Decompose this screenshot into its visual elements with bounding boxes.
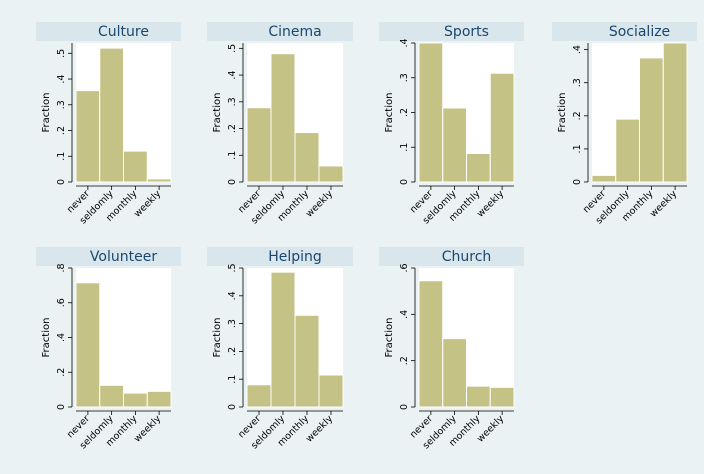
y-tick-label: .1 <box>56 152 67 161</box>
bar-never <box>75 90 101 183</box>
y-tick-label: .2 <box>56 368 67 377</box>
panel-title-strip <box>379 247 524 266</box>
panel-title-strip <box>379 22 524 41</box>
y-axis-label: Fraction <box>384 318 395 358</box>
bar-seldomly <box>99 47 124 183</box>
y-tick-label: .2 <box>227 347 238 356</box>
y-tick-label: .1 <box>572 144 583 153</box>
bar-monthly <box>639 57 664 183</box>
y-axis-label: Fraction <box>212 93 223 133</box>
panel-title: Sports <box>444 24 489 40</box>
y-tick-label: .8 <box>56 263 67 272</box>
y-tick-label: .4 <box>56 333 67 342</box>
bar-monthly <box>123 392 148 408</box>
bar-never <box>418 280 444 408</box>
bar-monthly <box>294 314 320 408</box>
bar-never <box>75 282 101 408</box>
bar-monthly <box>123 150 148 183</box>
panel-title: Cinema <box>268 24 321 40</box>
panel-title-strip <box>36 22 181 41</box>
y-tick-label: .2 <box>572 111 583 120</box>
y-tick-label: .4 <box>227 291 238 300</box>
bar-never <box>246 384 272 408</box>
y-tick-label: .3 <box>572 78 583 87</box>
bar-weekly <box>318 374 344 408</box>
y-tick-label: 0 <box>572 179 583 185</box>
y-tick-label: .1 <box>399 143 410 152</box>
y-tick-label: .5 <box>227 263 238 272</box>
panel-title-strip <box>36 247 181 266</box>
y-tick-label: .2 <box>399 356 410 365</box>
bar-monthly <box>466 153 491 183</box>
y-axis-label: Fraction <box>384 93 395 133</box>
y-tick-label: .6 <box>399 263 410 272</box>
bar-weekly <box>662 42 688 183</box>
y-axis-label: Fraction <box>41 318 52 358</box>
bar-seldomly <box>615 118 640 183</box>
y-tick-label: 0 <box>399 179 410 185</box>
panel-title: Socialize <box>609 24 670 40</box>
bar-seldomly <box>270 53 296 183</box>
bar-seldomly <box>442 338 467 408</box>
y-tick-label: .1 <box>227 151 238 160</box>
y-tick-label: .5 <box>227 44 238 53</box>
y-tick-label: .3 <box>227 97 238 106</box>
bar-never <box>418 42 444 183</box>
panel-title: Culture <box>98 24 149 40</box>
y-tick-label: .4 <box>572 45 583 54</box>
y-tick-label: .5 <box>56 49 67 58</box>
panel-title: Church <box>442 249 492 265</box>
bar-weekly <box>146 178 172 183</box>
bar-seldomly <box>442 107 467 183</box>
bar-weekly <box>318 165 344 183</box>
y-tick-label: .4 <box>399 310 410 319</box>
y-tick-label: 0 <box>56 404 67 410</box>
y-axis-label: Fraction <box>557 93 568 133</box>
y-tick-label: 0 <box>399 404 410 410</box>
bar-weekly <box>146 390 172 408</box>
y-tick-label: .4 <box>56 74 67 83</box>
y-tick-label: .1 <box>227 375 238 384</box>
figure-top-strip <box>0 0 704 6</box>
y-tick-label: .3 <box>399 73 410 82</box>
bar-weekly <box>489 386 515 408</box>
y-tick-label: .4 <box>227 71 238 80</box>
y-tick-label: .4 <box>399 38 410 47</box>
y-tick-label: .2 <box>227 124 238 133</box>
panel-title-strip <box>207 22 353 41</box>
bar-weekly <box>489 72 515 183</box>
panel-title: Volunteer <box>90 249 157 265</box>
bar-seldomly <box>270 271 296 408</box>
bar-seldomly <box>99 384 124 408</box>
y-axis-label: Fraction <box>212 318 223 358</box>
panel-title: Helping <box>268 249 322 265</box>
y-axis-label: Fraction <box>41 93 52 133</box>
y-tick-label: 0 <box>227 404 238 410</box>
panel-helping: Helping0.1.2.3.4.5Fractionneverseldomlym… <box>207 247 353 451</box>
bar-never <box>591 174 617 183</box>
panel-title-strip <box>552 22 697 41</box>
y-tick-label: .2 <box>56 126 67 135</box>
bar-monthly <box>466 385 491 408</box>
y-tick-label: .3 <box>56 100 67 109</box>
y-tick-label: .2 <box>399 108 410 117</box>
bar-monthly <box>294 132 320 183</box>
bar-never <box>246 107 272 183</box>
y-tick-label: 0 <box>56 179 67 185</box>
y-tick-label: 0 <box>227 179 238 185</box>
y-tick-label: .6 <box>56 298 67 307</box>
panel-title-strip <box>207 247 353 266</box>
y-tick-label: .3 <box>227 319 238 328</box>
